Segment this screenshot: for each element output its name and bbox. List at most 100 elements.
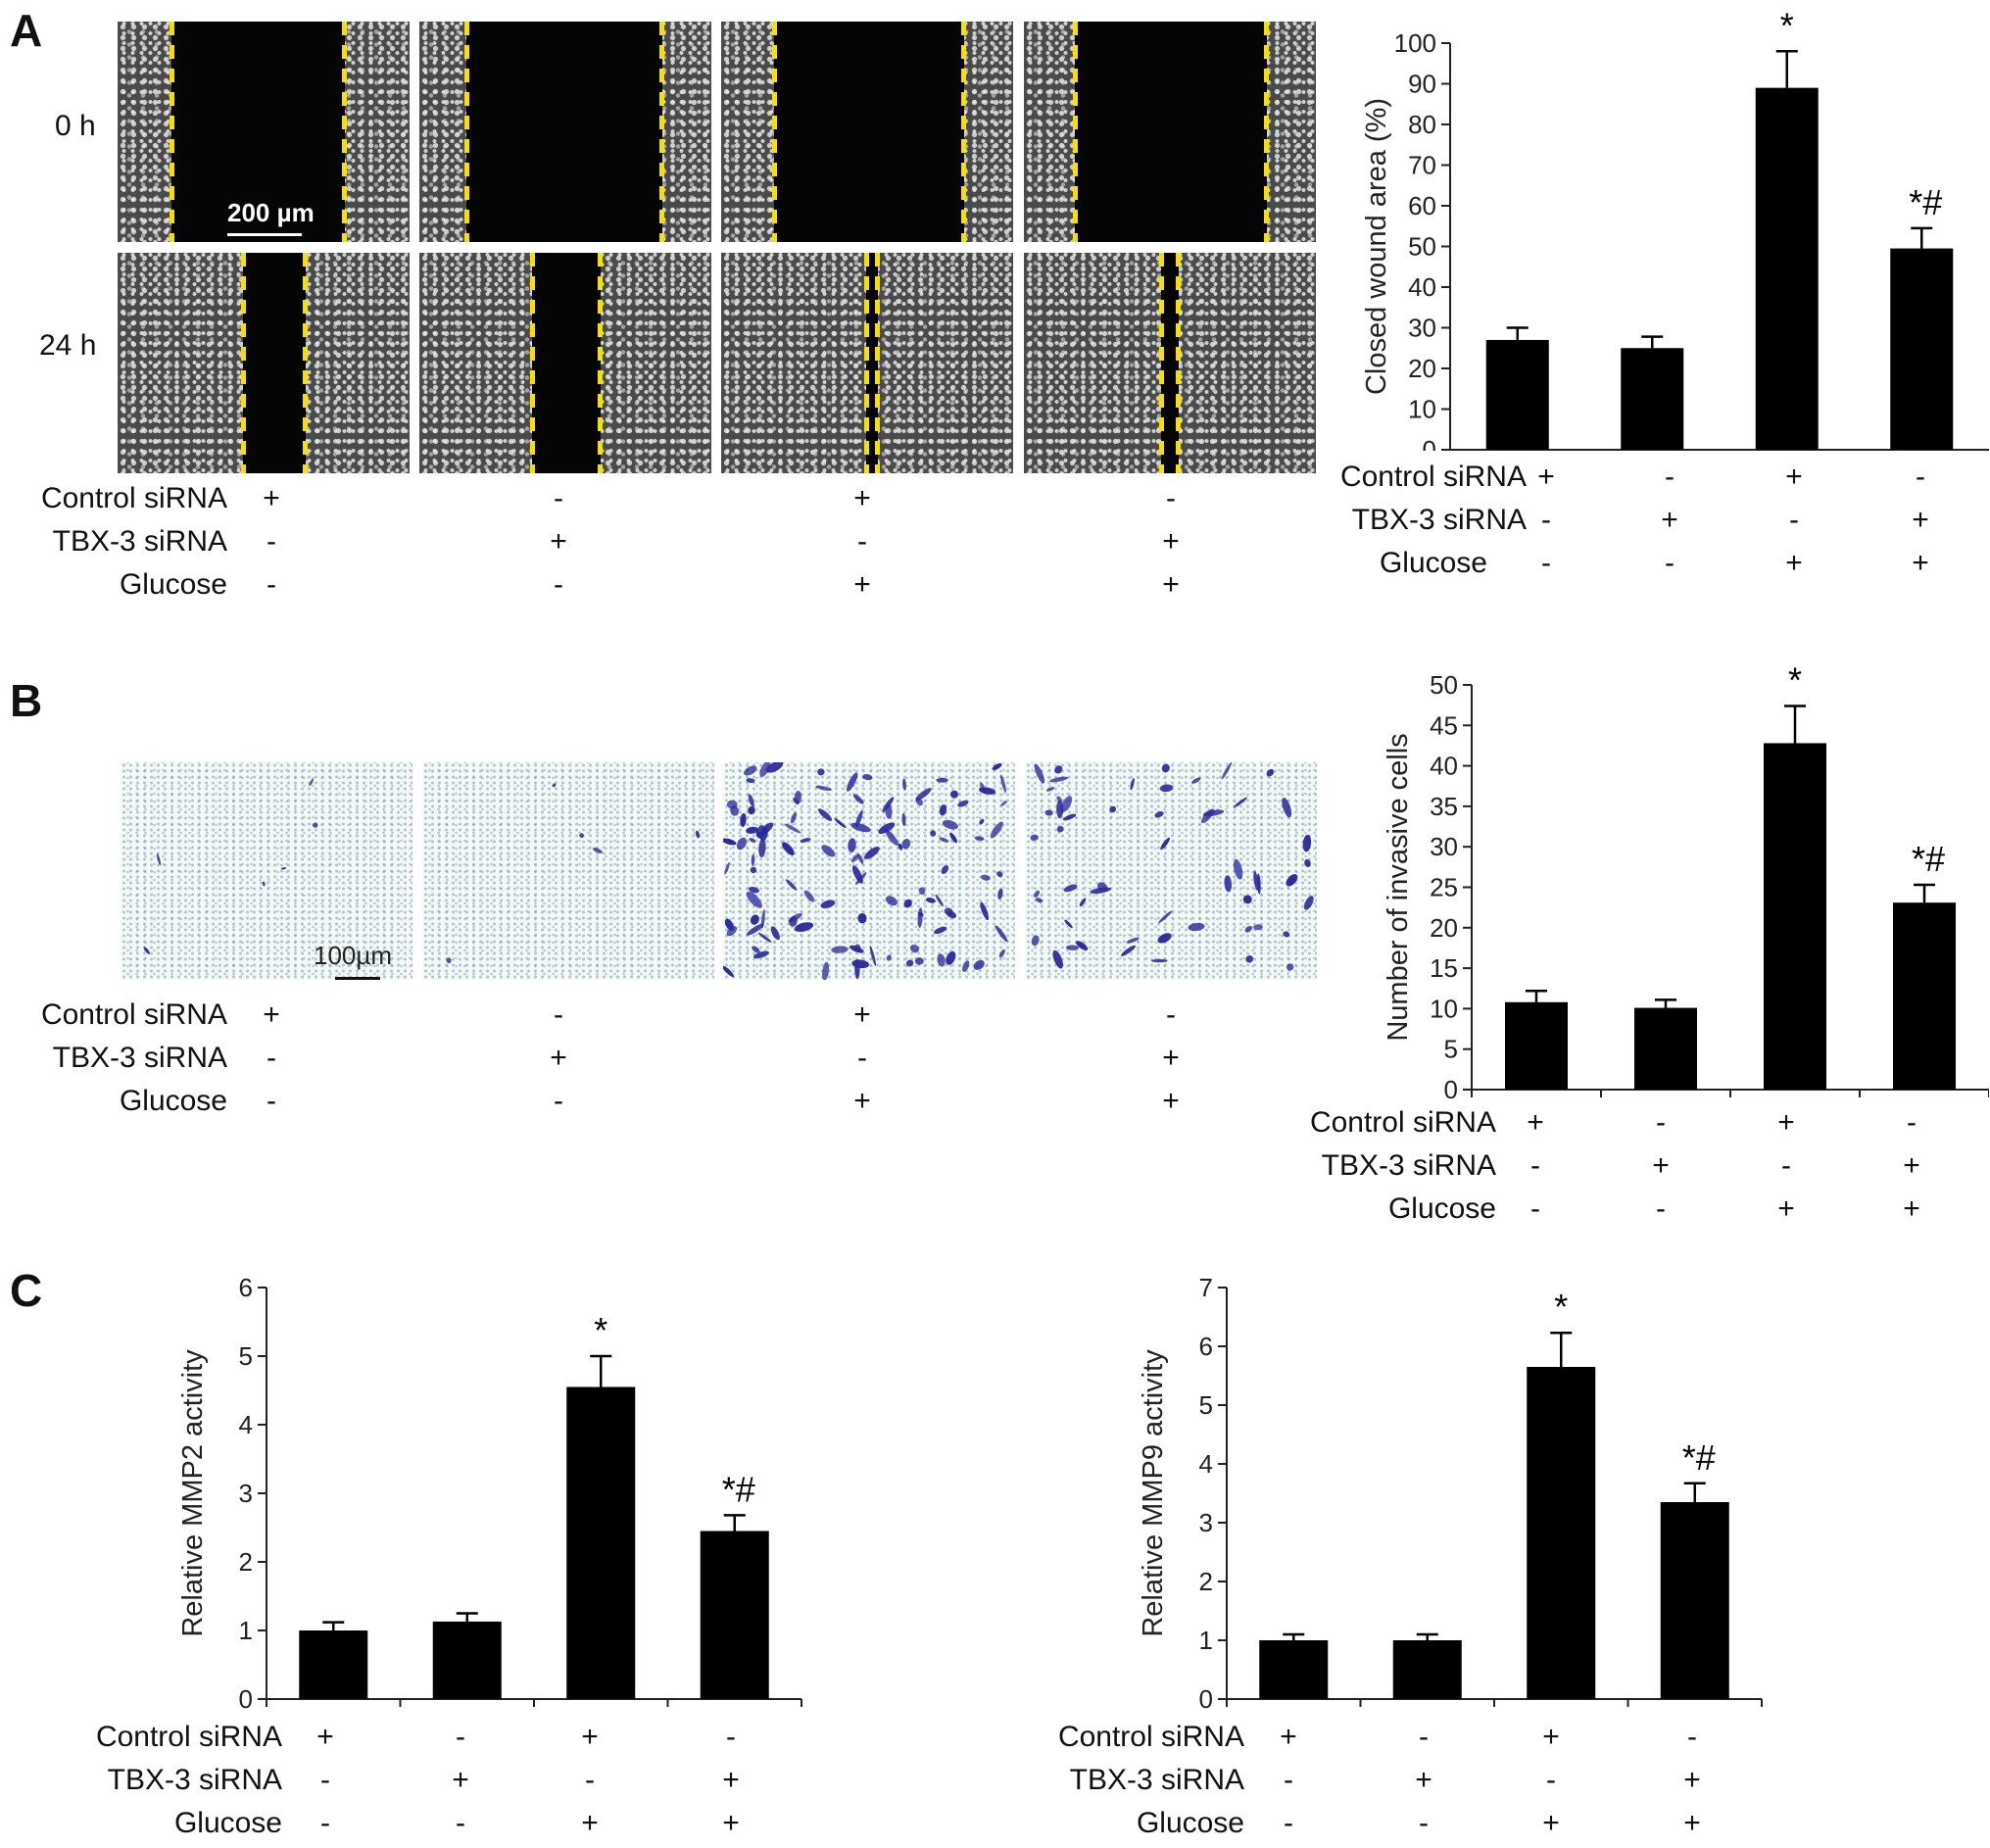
condition-sign-panel-c-mmp2-1-1: + — [452, 1764, 469, 1796]
stained-cell — [143, 947, 150, 954]
condition-sign-panel-c-mmp9-2-0: - — [1284, 1807, 1293, 1839]
condition-sign-panel-b-images-1-2: - — [857, 1042, 867, 1074]
stained-cell — [313, 822, 318, 828]
invasion-image-3 — [723, 762, 1015, 980]
stained-cell — [936, 777, 948, 783]
stained-cell — [782, 842, 795, 855]
significance-marker-4: *# — [1909, 182, 1942, 222]
stained-cell — [750, 914, 759, 925]
condition-sign-panel-a-images-0-1: - — [554, 482, 563, 514]
y-tick-label: 2 — [239, 1547, 253, 1577]
condition-sign-panel-a-chart-1-0: - — [1541, 504, 1551, 536]
wound-image-0h-3 — [721, 22, 1013, 242]
invasion-image-1 — [121, 762, 413, 980]
condition-sign-panel-a-images-1-1: + — [550, 525, 567, 558]
wound-edge-line — [659, 22, 664, 242]
stained-cell — [696, 830, 700, 839]
stained-cell — [1191, 777, 1201, 784]
significance-marker-3: * — [1780, 10, 1794, 45]
stained-cell — [746, 923, 764, 936]
condition-sign-panel-a-chart-1-1: + — [1661, 504, 1678, 536]
condition-sign-panel-a-images-2-3: + — [1162, 568, 1180, 601]
wound-edge-line — [464, 22, 469, 242]
y-axis-label: Relative MMP9 activity — [1138, 1349, 1169, 1637]
significance-marker-4: *# — [1682, 1437, 1716, 1478]
stained-cell — [803, 890, 815, 902]
timepoint-label-24h: 24 h — [39, 329, 97, 362]
y-tick-label: 10 — [1430, 994, 1458, 1023]
condition-sign-panel-c-mmp2-1-2: - — [585, 1764, 595, 1796]
stained-cell — [1060, 796, 1073, 813]
y-tick-label: 4 — [239, 1410, 253, 1439]
stained-cell — [1045, 787, 1055, 792]
bar-2 — [1392, 1640, 1462, 1699]
stained-cell — [1056, 825, 1064, 833]
stained-cell — [1224, 875, 1233, 893]
stained-cell — [973, 959, 985, 970]
condition-label-panel-c-mmp9-0: Control siRNA — [1057, 1721, 1244, 1753]
bar-3 — [1755, 87, 1819, 451]
stained-cell — [1079, 898, 1087, 907]
stained-cell — [917, 907, 923, 928]
y-tick-label: 1 — [239, 1616, 253, 1645]
y-tick-label: 40 — [1430, 752, 1458, 781]
y-tick-label: 60 — [1408, 191, 1436, 220]
stained-cell — [800, 838, 811, 843]
stained-cell — [760, 822, 774, 835]
stained-cell — [262, 881, 266, 887]
bar-3 — [1764, 743, 1826, 1090]
bar-4 — [1660, 1502, 1729, 1699]
y-axis-label: Closed wound area (%) — [1361, 98, 1392, 395]
bar-2 — [432, 1621, 502, 1699]
stained-cell — [746, 778, 755, 784]
stained-cell — [785, 879, 798, 891]
wound-edge-line — [170, 22, 174, 242]
stained-cell — [905, 959, 914, 967]
stained-cell — [992, 762, 1002, 770]
stained-cell — [950, 790, 958, 799]
stained-cell — [1157, 933, 1172, 944]
y-tick-label: 0 — [239, 1684, 253, 1714]
stained-cell — [794, 922, 814, 932]
condition-sign-panel-c-mmp9-2-3: + — [1683, 1807, 1701, 1839]
stained-cell — [1302, 834, 1312, 852]
stained-cell — [855, 872, 867, 886]
stained-cell — [280, 867, 287, 870]
wound-edge-line — [875, 253, 880, 473]
condition-sign-panel-a-chart-0-1: - — [1665, 461, 1675, 493]
stained-cell — [898, 843, 903, 851]
stained-cell — [930, 830, 937, 837]
condition-sign-panel-b-images-0-2: + — [853, 998, 871, 1031]
condition-sign-panel-c-mmp9-0-0: + — [1280, 1721, 1297, 1753]
y-tick-label: 90 — [1408, 70, 1436, 99]
stained-cell — [980, 901, 990, 921]
stained-cell — [886, 954, 892, 961]
y-tick-label: 5 — [1199, 1390, 1213, 1420]
invasion-image-4 — [1025, 762, 1317, 980]
wound-edge-line — [1073, 22, 1078, 242]
stained-cell — [848, 838, 856, 852]
chart-closed-wound-area: 0 10 20 30 40 50 60 70 80 90 100 Closed wound area … — [1361, 10, 1989, 451]
stained-cell — [1109, 805, 1117, 813]
condition-sign-panel-b-chart-0-3: - — [1907, 1106, 1917, 1139]
timepoint-label-0h: 0 h — [55, 110, 96, 142]
stained-cell — [788, 913, 802, 923]
stained-cell — [1244, 925, 1252, 933]
condition-sign-panel-a-images-1-2: - — [857, 525, 867, 558]
wound-edge-line — [961, 22, 966, 242]
stained-cell — [1159, 784, 1174, 793]
bar-1 — [1505, 1001, 1568, 1090]
stained-cell — [730, 805, 740, 816]
condition-label-panel-c-mmp2-0: Control siRNA — [95, 1721, 282, 1753]
condition-label-panel-c-mmp2-2: Glucose — [173, 1807, 282, 1839]
y-tick-label: 20 — [1430, 913, 1458, 943]
stained-cell — [864, 847, 880, 859]
stained-cell — [726, 926, 738, 937]
y-axis-label: Relative MMP2 activity — [177, 1349, 209, 1637]
stained-cell — [962, 960, 970, 972]
panel-label-c: C — [10, 1265, 43, 1316]
stained-cell — [1030, 834, 1039, 841]
stained-cell — [995, 925, 1008, 943]
significance-marker-3: * — [594, 1310, 607, 1350]
condition-label-panel-b-images-0: Control siRNA — [40, 998, 227, 1031]
